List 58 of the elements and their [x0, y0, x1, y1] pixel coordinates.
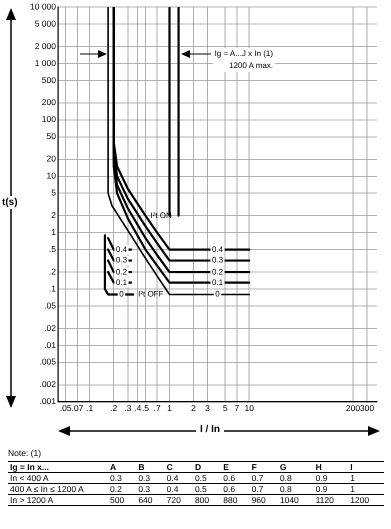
x-tick-label: .1: [86, 403, 94, 414]
annotation: 0: [215, 290, 220, 299]
x-tick-label: 200: [346, 403, 360, 414]
annotation: 0.1: [212, 278, 224, 287]
y-tick-label: 10 000: [30, 1, 56, 12]
text: In < 400 A 0.3 0.3 0.4 0.5 0.6 0.7 0.8 0.9 1: [10, 473, 355, 483]
y-tick-label: 10: [46, 170, 56, 181]
x-tick-label: 2: [191, 403, 196, 414]
annotation: 0.3: [116, 256, 128, 265]
x-tick-label: 5: [222, 403, 228, 414]
y-tick-label: 5: [51, 188, 56, 198]
y-axis-title: t(s): [2, 196, 18, 209]
annotation: 0.4: [212, 244, 224, 254]
annotation: 0.3: [212, 256, 224, 265]
x-tick-label: .07: [71, 403, 84, 414]
y-tick-label: .5: [48, 244, 56, 254]
y-tick-label: .05: [44, 300, 56, 310]
annotation: 0.2: [212, 267, 224, 276]
x-tick-label: 3: [205, 403, 210, 414]
y-tick-label: .01: [44, 340, 56, 350]
y-tick-label: 20: [46, 154, 56, 164]
x-axis-title: I / In: [196, 424, 224, 435]
y-tick-label: 2 000: [34, 40, 56, 51]
x-tick-label: 7: [234, 403, 240, 414]
x-tick-label: 10: [244, 403, 254, 414]
annotation: 0.2: [116, 267, 128, 276]
x-tick-label: .05: [60, 403, 72, 414]
x-tick-label: .5: [142, 403, 150, 414]
y-tick-label: 500: [42, 74, 56, 85]
annotation: 0.1: [116, 278, 128, 287]
y-tick-label: .02: [44, 322, 56, 333]
text: Note: (1): [8, 448, 42, 458]
annotation: I²t OFF: [138, 290, 164, 299]
y-tick-label: 5 000: [34, 18, 56, 28]
text: 400 A ≤ In ≤ 1200 A 0.2 0.3 0.4 0.5 0.6 0.7 0.8 0.9 1: [10, 484, 355, 494]
y-tick-label: 100: [42, 114, 56, 124]
x-tick-label: 300: [360, 403, 374, 414]
y-tick-label: .2: [48, 266, 56, 276]
y-tick-label: 2: [51, 210, 56, 220]
annotation: 0: [119, 290, 124, 299]
text: Ig = In x... A B C D E F G H I: [10, 462, 353, 472]
y-tick-label: 1 000: [34, 58, 56, 68]
x-tick-label: 1: [167, 403, 172, 414]
y-tick-label: 50: [46, 131, 56, 142]
y-tick-label: .1: [48, 283, 56, 294]
y-tick-label: .001: [39, 396, 56, 406]
annotation: 0.4: [116, 244, 128, 254]
x-tick-label: .7: [154, 403, 161, 414]
x-tick-label: .3: [124, 403, 132, 414]
y-tick-label: 200: [42, 97, 56, 108]
annotation: Ig = A...J x In (1): [214, 48, 274, 60]
y-tick-label: 1: [51, 226, 56, 237]
x-tick-label: .2: [110, 403, 118, 414]
y-tick-label: .002: [39, 379, 56, 390]
text: In > 1200 A 500 640 720 800 880 960 1040 1120 1200: [10, 495, 370, 505]
annotation: 1200 A max.: [228, 60, 274, 72]
x-tick-label: .4: [134, 403, 142, 414]
y-tick-label: .005: [39, 356, 56, 367]
